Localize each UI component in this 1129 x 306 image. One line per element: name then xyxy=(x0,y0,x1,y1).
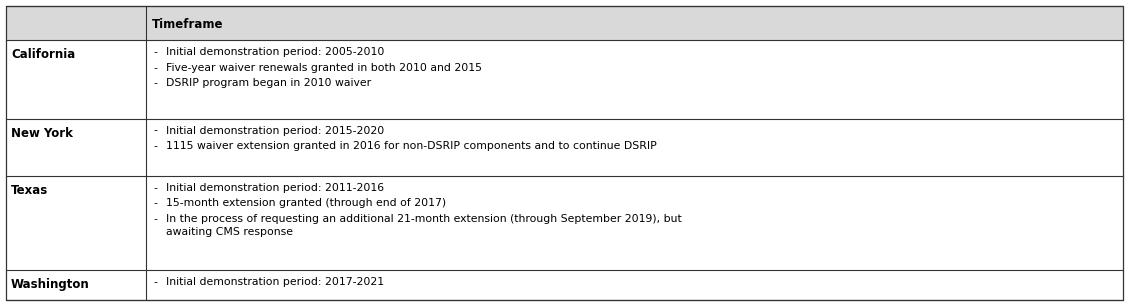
Text: -: - xyxy=(154,199,158,208)
Text: -: - xyxy=(154,183,158,193)
Text: Initial demonstration period: 2015-2020: Initial demonstration period: 2015-2020 xyxy=(166,125,384,136)
Text: -: - xyxy=(154,125,158,136)
Text: -: - xyxy=(154,78,158,88)
Text: -: - xyxy=(154,141,158,151)
Text: DSRIP program began in 2010 waiver: DSRIP program began in 2010 waiver xyxy=(166,78,370,88)
Text: -: - xyxy=(154,214,158,224)
Text: Initial demonstration period: 2005-2010: Initial demonstration period: 2005-2010 xyxy=(166,47,384,58)
Bar xyxy=(6,270,1123,300)
Text: In the process of requesting an additional 21-month extension (through September: In the process of requesting an addition… xyxy=(166,214,682,237)
Text: -: - xyxy=(154,47,158,58)
Text: Washington: Washington xyxy=(11,278,89,291)
Text: -: - xyxy=(154,63,158,73)
Text: New York: New York xyxy=(11,127,73,140)
Bar xyxy=(6,118,1123,176)
Bar xyxy=(6,176,1123,270)
Text: Initial demonstration period: 2017-2021: Initial demonstration period: 2017-2021 xyxy=(166,277,384,287)
Text: Texas: Texas xyxy=(11,184,49,197)
Text: 15-month extension granted (through end of 2017): 15-month extension granted (through end … xyxy=(166,199,446,208)
Text: Initial demonstration period: 2011-2016: Initial demonstration period: 2011-2016 xyxy=(166,183,384,193)
Text: 1115 waiver extension granted in 2016 for non-DSRIP components and to continue D: 1115 waiver extension granted in 2016 fo… xyxy=(166,141,656,151)
Bar xyxy=(6,40,1123,118)
Text: California: California xyxy=(11,48,76,62)
Text: Timeframe: Timeframe xyxy=(151,18,224,32)
Text: Five-year waiver renewals granted in both 2010 and 2015: Five-year waiver renewals granted in bot… xyxy=(166,63,482,73)
Bar xyxy=(6,6,1123,40)
Text: -: - xyxy=(154,277,158,287)
